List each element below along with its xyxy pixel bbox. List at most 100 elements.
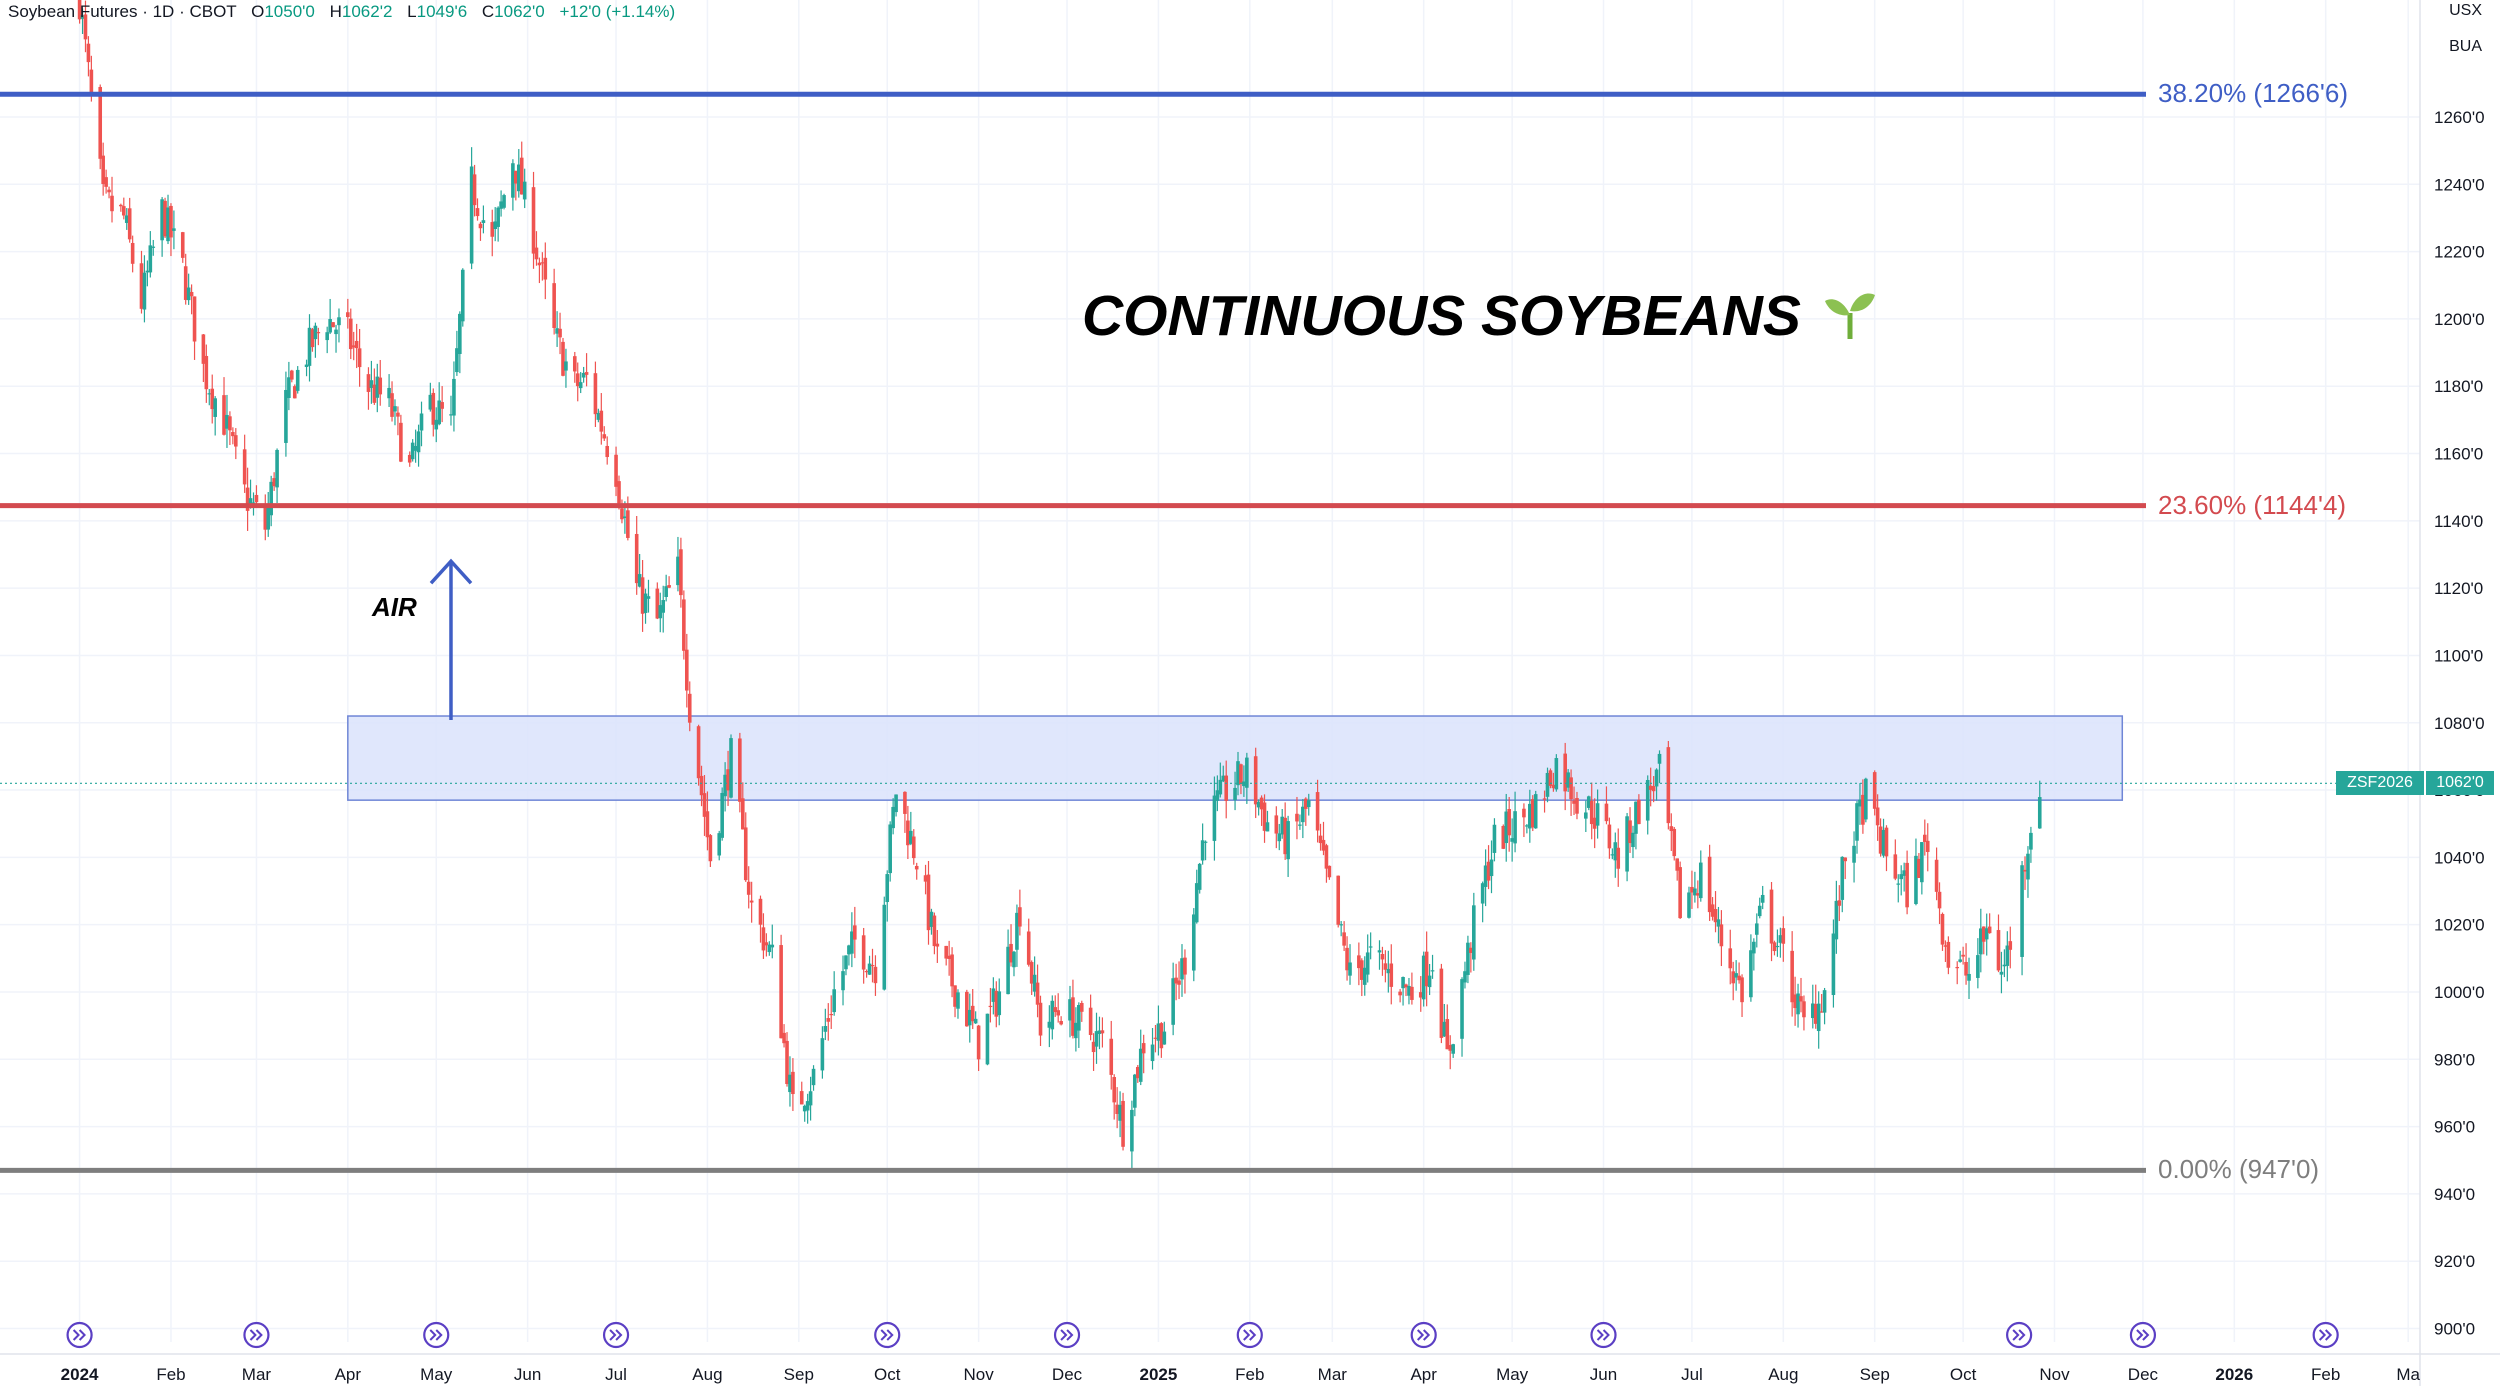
candle-up xyxy=(788,1056,792,1107)
candle-down xyxy=(1987,913,1992,934)
candle-up xyxy=(770,924,775,959)
candle-body xyxy=(1256,801,1261,808)
candle-body xyxy=(761,927,766,951)
candle-up xyxy=(207,389,212,406)
candle-body xyxy=(183,266,188,300)
measure-unit[interactable]: BUA xyxy=(2449,38,2482,55)
candle-body xyxy=(1442,1021,1447,1037)
candle-body xyxy=(419,413,424,431)
candle-up xyxy=(1156,1005,1161,1056)
candle-up xyxy=(967,993,972,1043)
candle-down xyxy=(77,0,82,24)
candle-body xyxy=(903,791,907,814)
candle-body xyxy=(328,319,332,333)
event-marker-icon[interactable] xyxy=(1053,1321,1081,1349)
event-marker-icon[interactable] xyxy=(2129,1321,2157,1349)
event-marker-icon[interactable] xyxy=(423,1321,450,1349)
event-marker-icon[interactable] xyxy=(1410,1321,1437,1349)
candle-down xyxy=(290,369,294,383)
candle-body xyxy=(682,599,686,651)
candle-body xyxy=(1407,985,1411,996)
candle-body xyxy=(655,588,660,619)
event-marker-icon[interactable] xyxy=(602,1321,630,1349)
candle-down xyxy=(1917,853,1921,879)
event-marker-icon[interactable] xyxy=(1236,1321,1263,1349)
candle-body xyxy=(1507,809,1511,836)
candle-up xyxy=(891,798,895,835)
candle-down xyxy=(348,308,353,360)
candle-body xyxy=(1802,1001,1806,1018)
candle-body xyxy=(452,378,456,416)
y-tick-label: 920'0 xyxy=(2434,1252,2475,1271)
candle-down xyxy=(679,537,683,608)
candle-body xyxy=(1740,977,1744,1003)
candle-up xyxy=(1595,789,1600,839)
candle-up xyxy=(1006,929,1010,995)
air-annotation: AIR xyxy=(372,592,417,622)
candle-body xyxy=(779,945,783,1039)
candle-body xyxy=(1439,968,1444,1038)
candle-down xyxy=(1884,825,1889,872)
candle-body xyxy=(1233,787,1237,801)
x-tick-label: Aug xyxy=(692,1365,722,1384)
candle-down xyxy=(873,955,878,996)
currency-unit[interactable]: USX xyxy=(2449,2,2482,19)
candle-body xyxy=(1958,959,1962,962)
interval-label[interactable]: 1D xyxy=(152,2,175,21)
candle-up xyxy=(1130,1100,1134,1172)
candle-up xyxy=(393,399,397,426)
candle-body xyxy=(1501,826,1506,849)
candle-up xyxy=(452,361,456,432)
low-key: L xyxy=(407,2,417,21)
candle-up xyxy=(1483,849,1488,907)
candle-up xyxy=(1858,783,1862,825)
candle-down xyxy=(472,164,477,217)
candle-up xyxy=(460,268,465,327)
candle-body xyxy=(119,204,123,207)
candle-up xyxy=(1015,904,1019,967)
candle-down xyxy=(534,231,539,266)
candle-up xyxy=(1212,776,1217,861)
candle-body xyxy=(263,507,268,530)
candle-body xyxy=(272,478,276,487)
candle-down xyxy=(779,934,783,1039)
candle-body xyxy=(458,313,462,354)
candle-body xyxy=(1790,950,1794,1003)
symbol-name[interactable]: Soybean Futures xyxy=(8,2,138,21)
candle-body xyxy=(1749,950,1753,998)
candle-body xyxy=(1115,1104,1119,1115)
candle-down xyxy=(870,948,875,983)
candle-body xyxy=(891,806,895,829)
candle-down xyxy=(1059,1016,1063,1026)
candle-up xyxy=(1197,862,1202,894)
event-marker-icon[interactable] xyxy=(2006,1321,2033,1349)
candle-up xyxy=(1840,856,1845,913)
event-marker-icon[interactable] xyxy=(874,1321,901,1349)
candle-body xyxy=(1510,838,1514,842)
candle-up xyxy=(1427,963,1432,996)
candle-down xyxy=(192,296,197,360)
event-marker-icon[interactable] xyxy=(1590,1321,1617,1349)
event-marker-icon[interactable] xyxy=(66,1321,93,1349)
high-key: H xyxy=(329,2,342,21)
candle-body xyxy=(861,935,866,970)
event-marker-icon[interactable] xyxy=(243,1321,270,1349)
candle-up xyxy=(991,977,996,1015)
candle-body xyxy=(1224,775,1229,801)
candle-body xyxy=(1410,986,1414,1000)
y-tick-label: 1140'0 xyxy=(2434,512,2483,531)
candle-body xyxy=(1079,1002,1084,1012)
candle-body xyxy=(894,794,898,813)
candle-down xyxy=(593,361,598,427)
x-tick-label: 2025 xyxy=(1140,1365,1178,1384)
candle-up xyxy=(307,314,312,382)
event-marker-icon[interactable] xyxy=(2312,1321,2339,1349)
candle-body xyxy=(1905,862,1909,908)
candle-up xyxy=(1203,840,1208,861)
candle-body xyxy=(1218,779,1223,795)
y-tick-label: 960'0 xyxy=(2434,1118,2475,1137)
candle-body xyxy=(295,369,300,391)
candle-body xyxy=(2023,869,2027,872)
candle-down xyxy=(1315,779,1320,843)
